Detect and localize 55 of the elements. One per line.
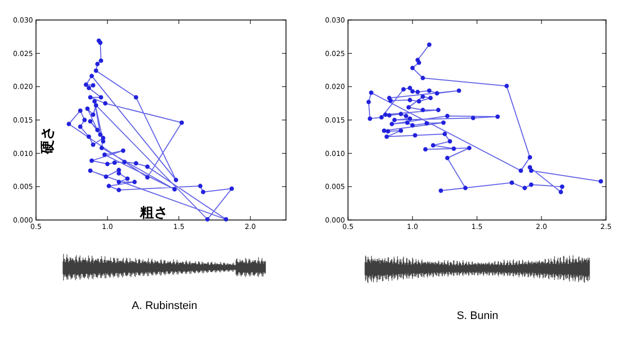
point bbox=[116, 171, 122, 176]
point bbox=[200, 190, 206, 194]
point bbox=[100, 139, 106, 144]
point bbox=[198, 184, 202, 188]
point bbox=[66, 122, 72, 126]
point bbox=[92, 99, 97, 104]
point bbox=[180, 120, 184, 125]
point bbox=[78, 124, 82, 129]
point bbox=[98, 58, 104, 63]
point bbox=[88, 119, 92, 124]
point bbox=[90, 142, 96, 147]
point bbox=[95, 62, 100, 66]
point bbox=[86, 134, 92, 139]
x-axis-title: 粗さ bbox=[139, 205, 168, 221]
point bbox=[116, 188, 122, 192]
point bbox=[120, 148, 126, 153]
point bbox=[174, 178, 178, 182]
point bbox=[100, 146, 104, 150]
point bbox=[122, 160, 127, 164]
point bbox=[98, 95, 104, 100]
point bbox=[106, 184, 112, 188]
point bbox=[90, 74, 94, 78]
point bbox=[230, 186, 234, 191]
text: A. Rubinstein bbox=[132, 300, 198, 312]
point bbox=[134, 161, 138, 166]
point bbox=[94, 103, 98, 108]
point bbox=[105, 162, 110, 166]
point bbox=[98, 132, 102, 137]
point bbox=[85, 106, 90, 111]
point bbox=[132, 180, 137, 184]
point bbox=[90, 83, 96, 88]
point bbox=[84, 82, 88, 87]
point bbox=[88, 168, 92, 173]
point bbox=[205, 217, 210, 222]
point bbox=[88, 95, 92, 100]
point bbox=[90, 112, 96, 117]
point bbox=[125, 176, 130, 181]
point bbox=[78, 108, 82, 113]
point bbox=[112, 160, 117, 165]
point bbox=[134, 95, 138, 100]
point bbox=[86, 86, 92, 90]
point bbox=[102, 152, 107, 157]
point bbox=[224, 217, 228, 222]
point bbox=[172, 187, 177, 192]
y-axis-title: 硬さ bbox=[40, 126, 56, 155]
point bbox=[104, 174, 108, 179]
point bbox=[103, 101, 108, 106]
point bbox=[90, 158, 94, 163]
point bbox=[145, 164, 150, 169]
point bbox=[116, 180, 122, 184]
point bbox=[145, 175, 150, 180]
point bbox=[82, 118, 87, 122]
point bbox=[95, 128, 100, 132]
point bbox=[94, 68, 98, 73]
text: S. Bunin bbox=[456, 310, 498, 322]
